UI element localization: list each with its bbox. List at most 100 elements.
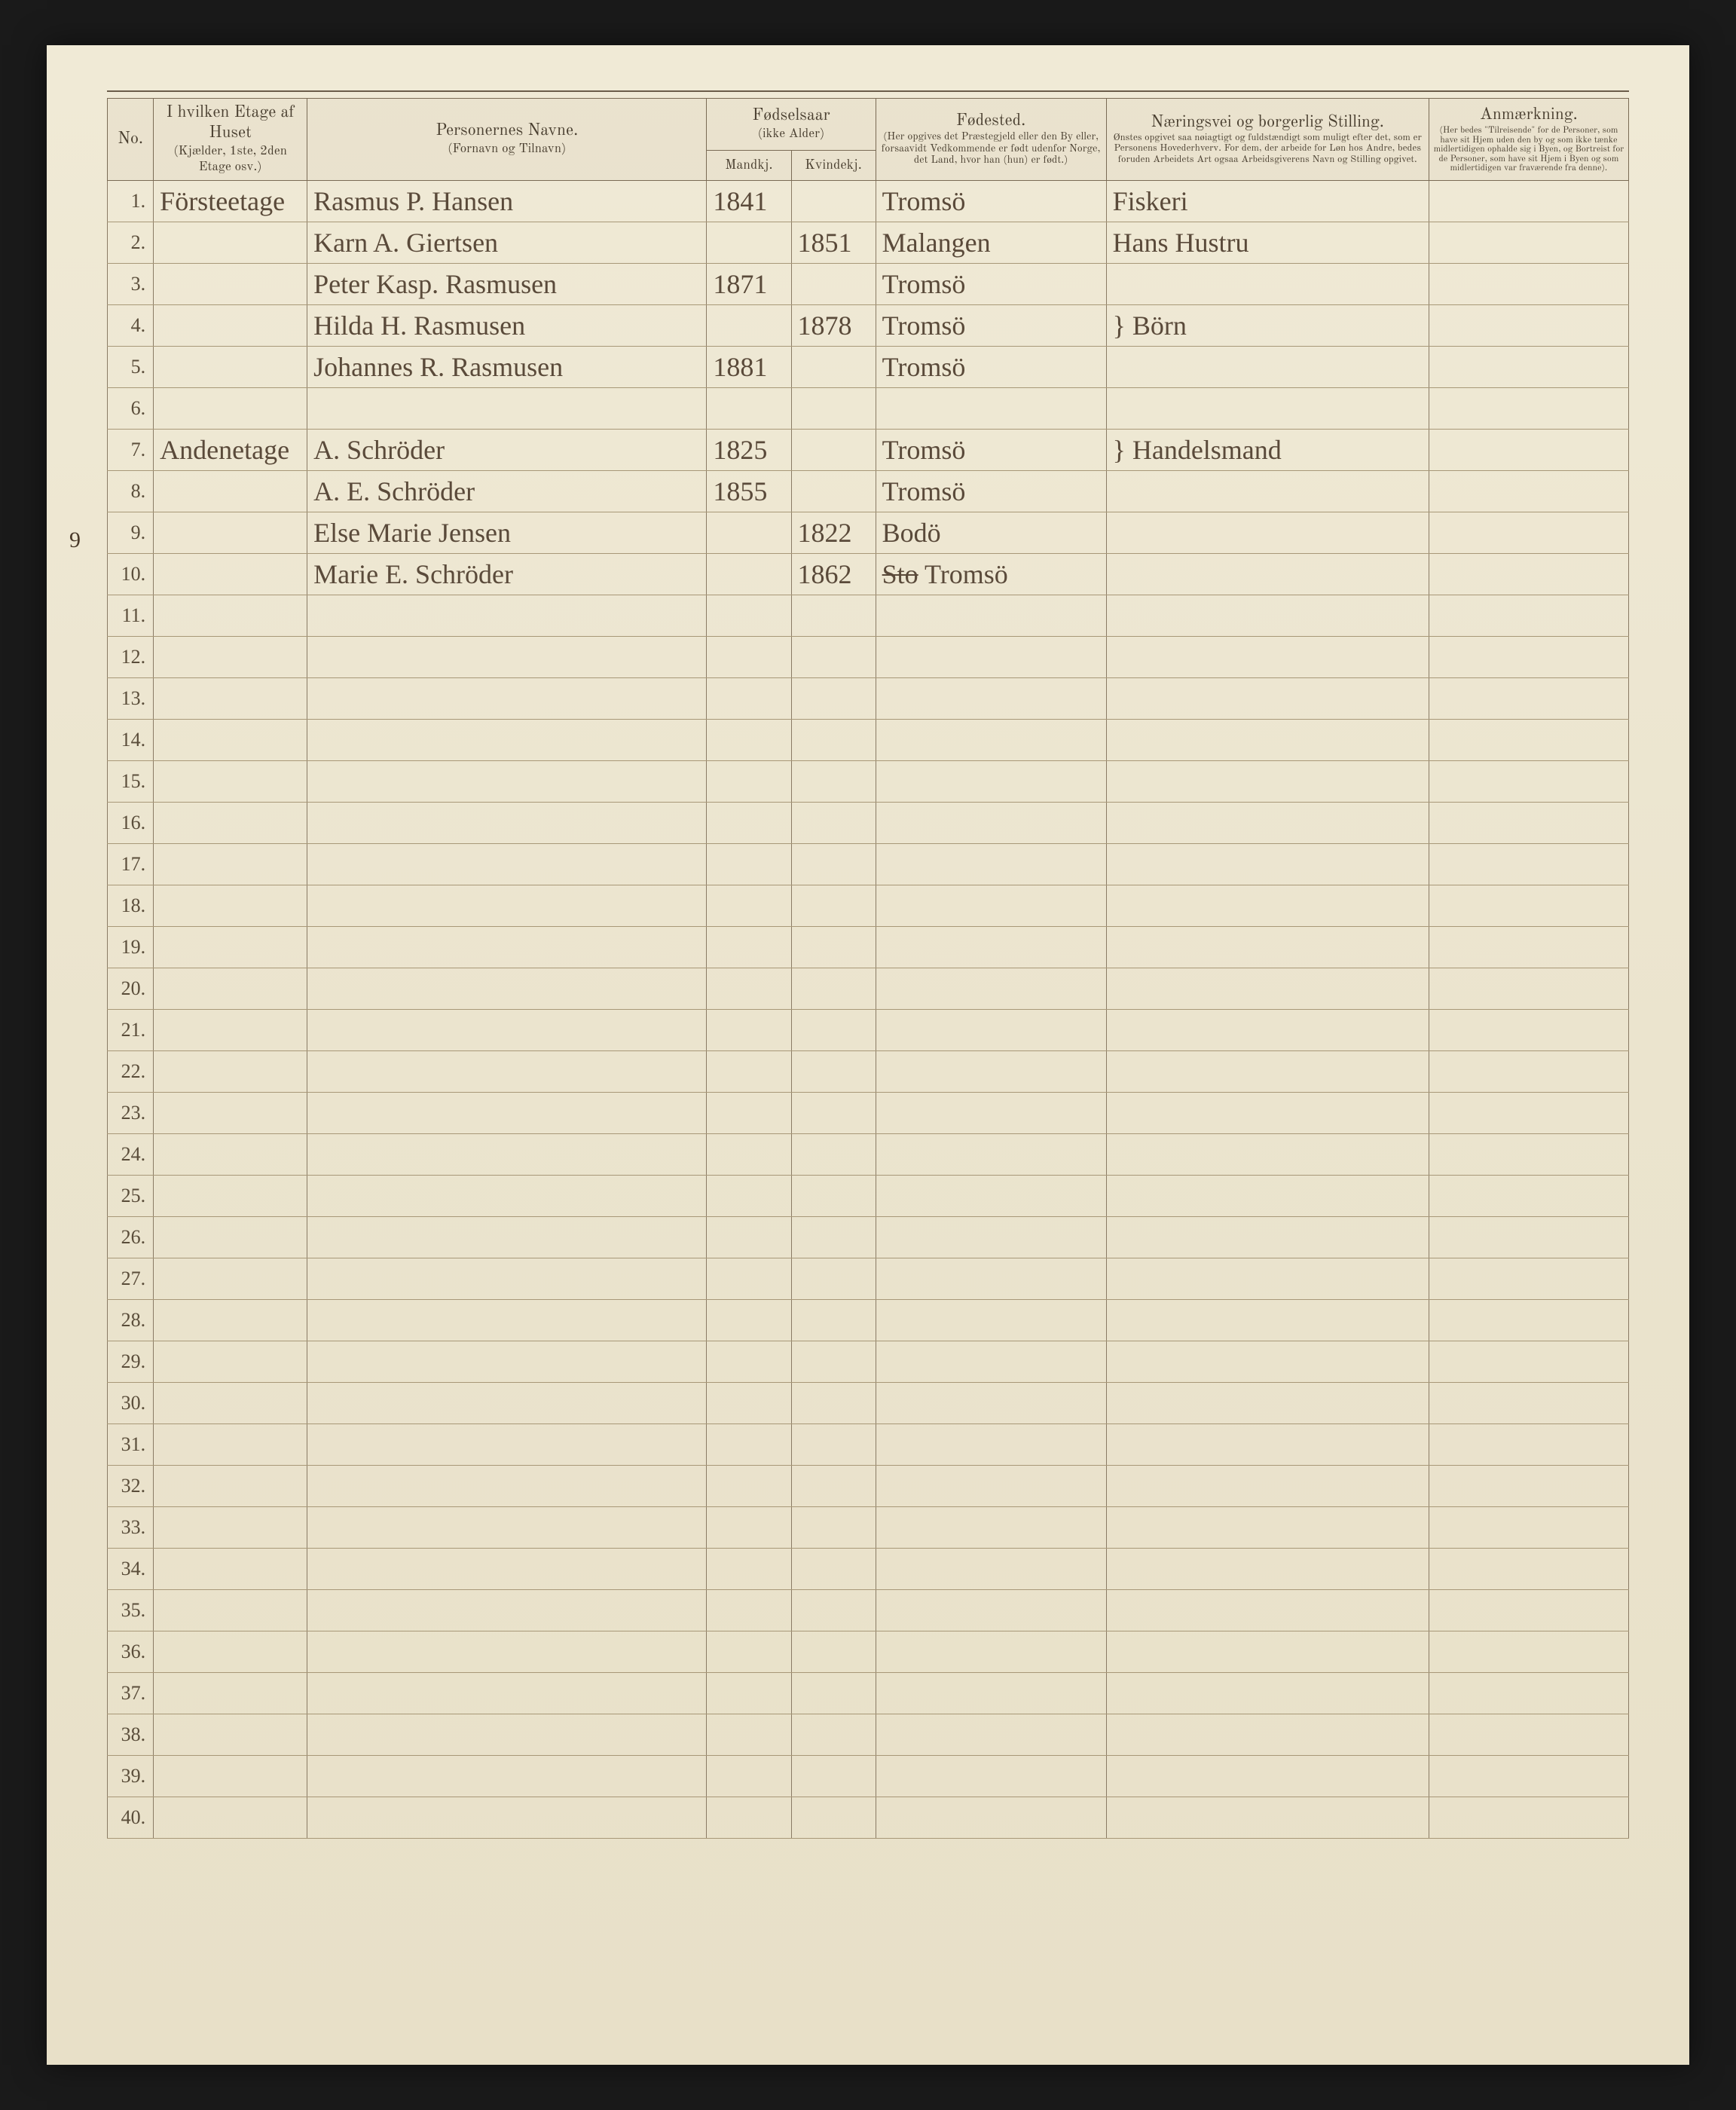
cell-fodested [876, 885, 1106, 927]
cell-kvindek [791, 1093, 876, 1134]
cell-navn: Rasmus P. Hansen [307, 181, 707, 222]
cell-navn [307, 1258, 707, 1300]
cell-rownum: 18. [108, 885, 154, 927]
cell-kvindek [791, 968, 876, 1010]
cell-navn [307, 844, 707, 885]
cell-rownum: 9. [108, 512, 154, 554]
cell-anm [1429, 1549, 1628, 1590]
table-row: 19. [108, 927, 1629, 968]
cell-navn [307, 1176, 707, 1217]
cell-kvindek: 1862 [791, 554, 876, 595]
cell-kvindek [791, 885, 876, 927]
cell-mandk [707, 1093, 791, 1134]
cell-etage [154, 1341, 307, 1383]
cell-etage [154, 1051, 307, 1093]
cell-fodested [876, 1134, 1106, 1176]
cell-kvindek: 1878 [791, 305, 876, 347]
cell-anm [1429, 222, 1628, 264]
cell-anm [1429, 844, 1628, 885]
cell-anm [1429, 761, 1628, 803]
cell-etage [154, 388, 307, 430]
cell-navn [307, 1673, 707, 1714]
cell-navn [307, 720, 707, 761]
cell-rownum: 28. [108, 1300, 154, 1341]
cell-kvindek [791, 1176, 876, 1217]
col-header-fodsel: Fødselsaar (ikke Alder) [707, 99, 876, 151]
cell-rownum: 23. [108, 1093, 154, 1134]
cell-kvindek: 1822 [791, 512, 876, 554]
cell-stilling [1106, 1341, 1429, 1383]
cell-fodested [876, 1300, 1106, 1341]
table-row: 31. [108, 1424, 1629, 1466]
cell-navn [307, 1093, 707, 1134]
cell-navn [307, 968, 707, 1010]
table-row: 21. [108, 1010, 1629, 1051]
cell-etage [154, 1258, 307, 1300]
cell-rownum: 30. [108, 1383, 154, 1424]
cell-kvindek [791, 388, 876, 430]
cell-etage [154, 222, 307, 264]
table-row: 18. [108, 885, 1629, 927]
cell-kvindek [791, 1300, 876, 1341]
cell-mandk [707, 1549, 791, 1590]
cell-rownum: 4. [108, 305, 154, 347]
cell-mandk [707, 1673, 791, 1714]
cell-etage [154, 1217, 307, 1258]
cell-fodested [876, 803, 1106, 844]
cell-kvindek [791, 347, 876, 388]
cell-stilling [1106, 844, 1429, 885]
cell-rownum: 13. [108, 678, 154, 720]
cell-mandk [707, 1258, 791, 1300]
cell-anm [1429, 1134, 1628, 1176]
cell-etage [154, 1134, 307, 1176]
cell-fodested [876, 388, 1106, 430]
cell-anm [1429, 1093, 1628, 1134]
cell-stilling: } Handelsmand [1106, 430, 1429, 471]
cell-rownum: 35. [108, 1590, 154, 1631]
cell-navn: Karn A. Giertsen [307, 222, 707, 264]
cell-navn [307, 1507, 707, 1549]
cell-anm [1429, 1424, 1628, 1466]
table-row: 40. [108, 1797, 1629, 1839]
cell-kvindek [791, 1507, 876, 1549]
cell-anm [1429, 1797, 1628, 1839]
cell-anm [1429, 1383, 1628, 1424]
table-row: 9. Else Marie Jensen 1822Bodö [108, 512, 1629, 554]
cell-fodested: Bodö [876, 512, 1106, 554]
cell-anm [1429, 1756, 1628, 1797]
cell-kvindek [791, 1134, 876, 1176]
cell-fodested: Tromsö [876, 181, 1106, 222]
cell-rownum: 22. [108, 1051, 154, 1093]
cell-rownum: 36. [108, 1631, 154, 1673]
cell-fodested [876, 678, 1106, 720]
cell-anm [1429, 1300, 1628, 1341]
cell-mandk: 1871 [707, 264, 791, 305]
table-row: 14. [108, 720, 1629, 761]
cell-rownum: 39. [108, 1756, 154, 1797]
cell-kvindek [791, 1258, 876, 1300]
table-row: 8.A. E. Schröder1855Tromsö [108, 471, 1629, 512]
cell-mandk: 1881 [707, 347, 791, 388]
cell-fodested: Sto Tromsö [876, 554, 1106, 595]
cell-rownum: 6. [108, 388, 154, 430]
cell-anm [1429, 595, 1628, 637]
cell-etage [154, 1590, 307, 1631]
cell-anm [1429, 968, 1628, 1010]
cell-rownum: 38. [108, 1714, 154, 1756]
census-table: No. I hvilken Etage af Huset (Kjælder, 1… [107, 98, 1629, 1839]
cell-mandk [707, 1341, 791, 1383]
cell-stilling [1106, 1217, 1429, 1258]
cell-etage [154, 471, 307, 512]
table-row: 22. [108, 1051, 1629, 1093]
cell-fodested: Tromsö [876, 471, 1106, 512]
cell-rownum: 14. [108, 720, 154, 761]
margin-annotation: 9 [69, 528, 81, 553]
cell-navn [307, 1797, 707, 1839]
cell-mandk [707, 678, 791, 720]
table-row: 38. [108, 1714, 1629, 1756]
cell-fodested: Tromsö [876, 264, 1106, 305]
census-page: 9 No. I hvilken Etage af Huset (Kjælder,… [47, 45, 1689, 2065]
cell-stilling [1106, 761, 1429, 803]
cell-kvindek [791, 1424, 876, 1466]
cell-navn: Else Marie Jensen [307, 512, 707, 554]
